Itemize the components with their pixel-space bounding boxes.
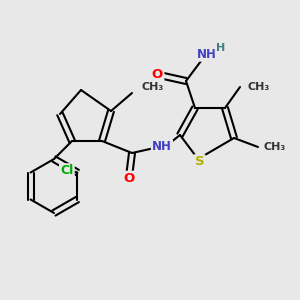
Text: CH₃: CH₃ [141, 82, 163, 92]
Text: CH₃: CH₃ [264, 142, 286, 152]
Text: H: H [216, 43, 225, 53]
Text: NH: NH [152, 140, 172, 154]
Text: CH₃: CH₃ [248, 82, 270, 92]
Text: S: S [195, 155, 204, 169]
Text: Cl: Cl [60, 164, 74, 178]
Text: NH: NH [197, 47, 217, 61]
Text: O: O [152, 68, 163, 82]
Text: O: O [123, 172, 135, 185]
